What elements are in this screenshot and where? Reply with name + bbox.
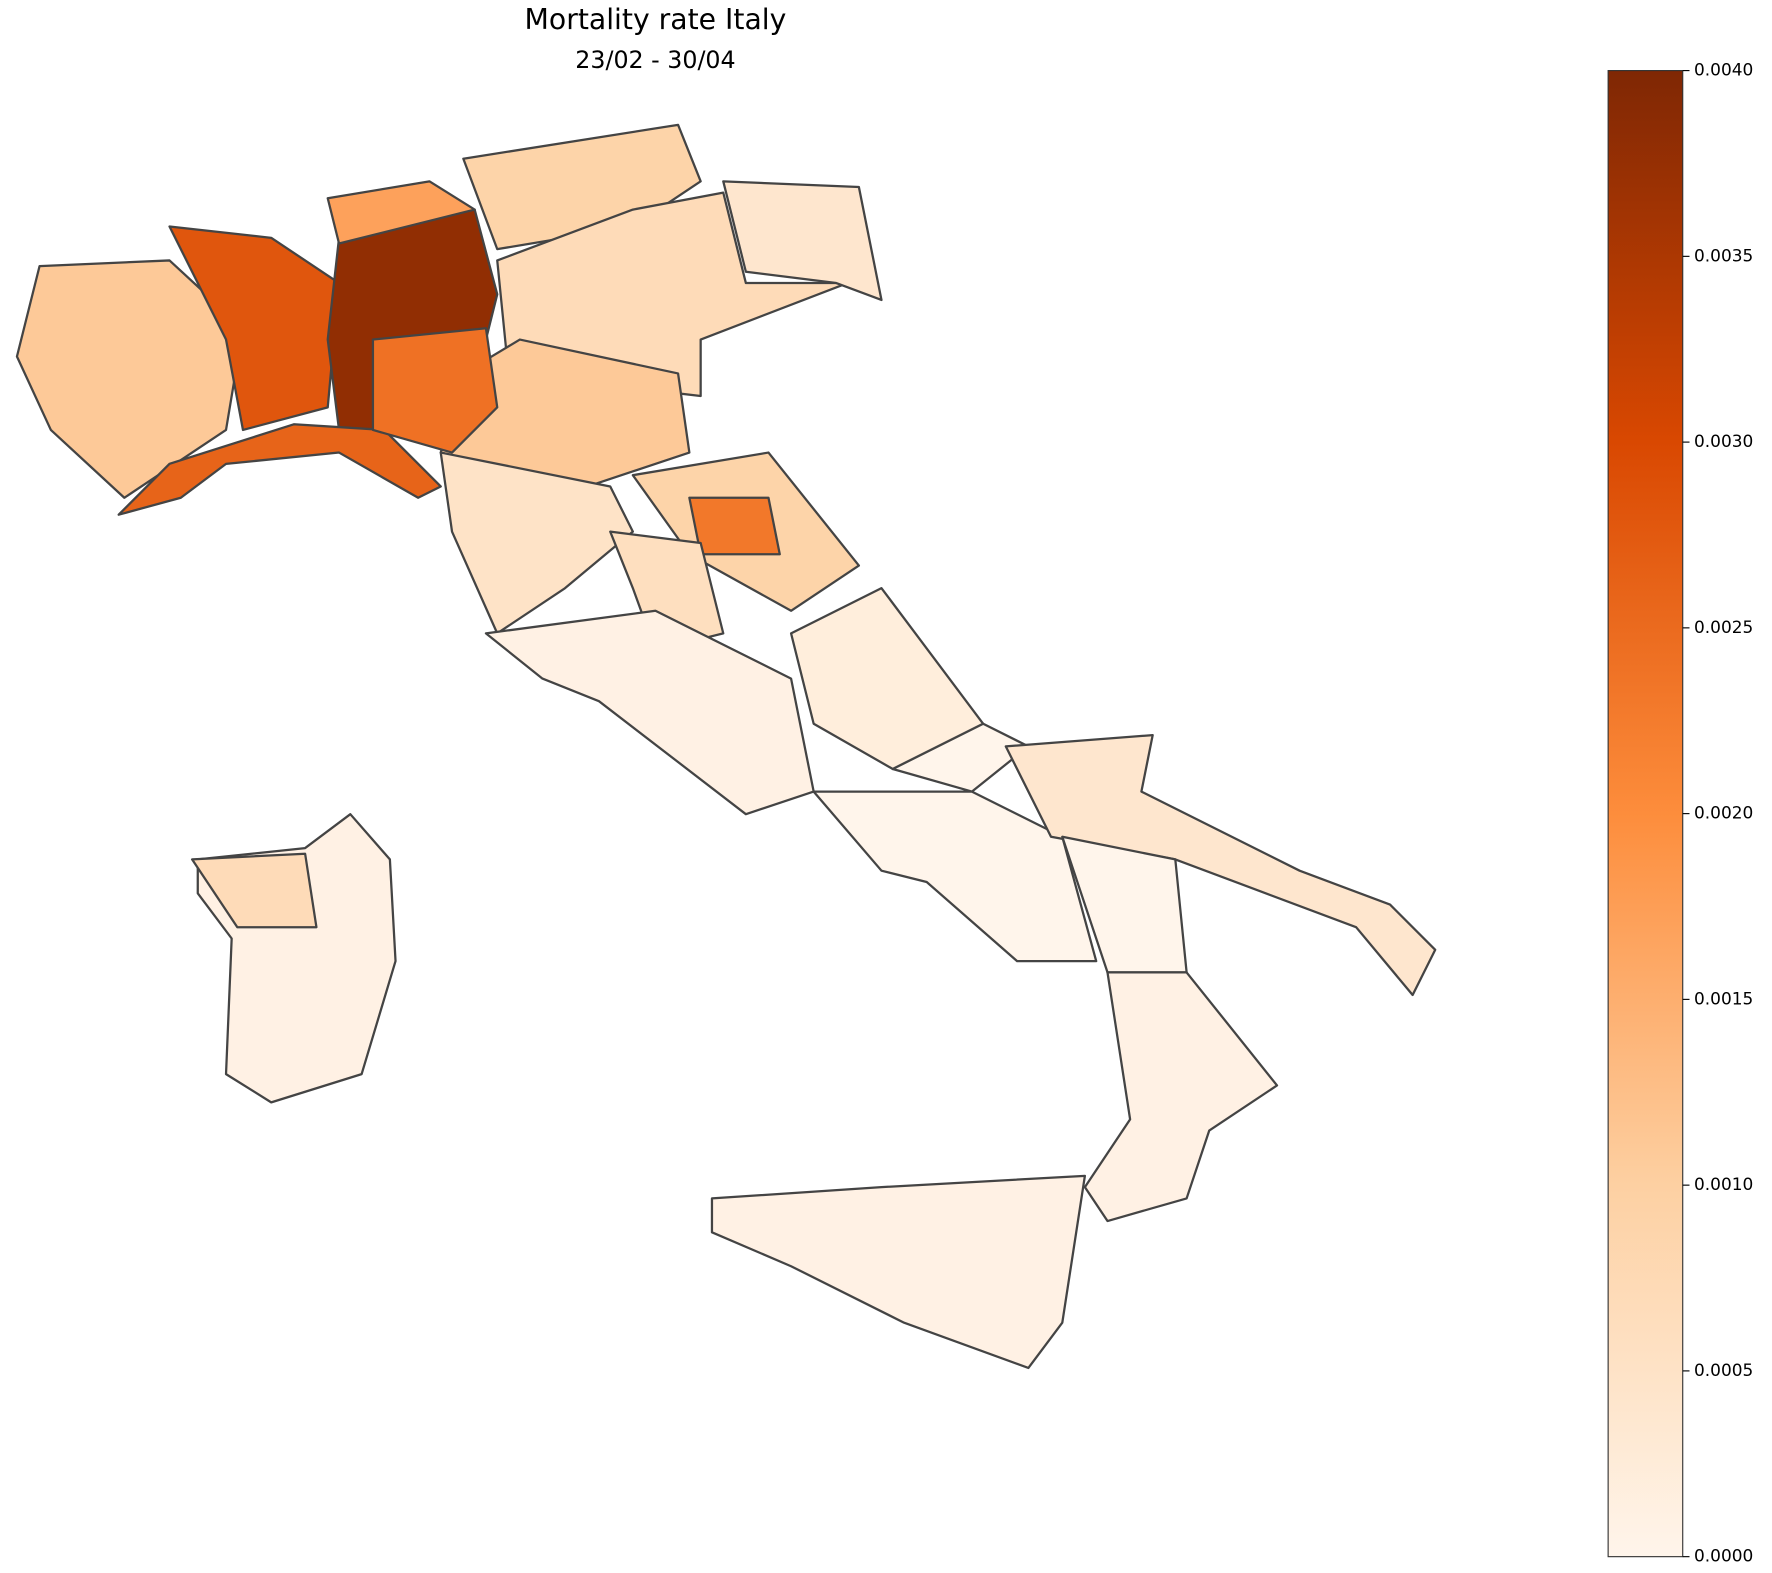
chart-subtitle: 23/02 - 30/04 (575, 46, 735, 74)
colorbar-tick-label: 0.0015 (1694, 988, 1753, 1008)
colorbar-tick-label: 0.0010 (1694, 1174, 1753, 1194)
region (812, 790, 1098, 963)
colorbar-tick-label: 0.0020 (1694, 803, 1753, 823)
region (1083, 971, 1279, 1223)
region (168, 225, 341, 432)
colorbar-tick-label: 0.0000 (1694, 1546, 1753, 1566)
region (117, 423, 442, 516)
region (371, 327, 499, 454)
colorbar-tick-label: 0.0025 (1694, 617, 1753, 637)
region (326, 180, 476, 245)
region (190, 852, 318, 929)
chart-title: Mortality rate Italy (525, 3, 787, 36)
region (710, 1174, 1087, 1370)
colorbar-tick-label: 0.0040 (1694, 60, 1753, 80)
region (484, 609, 815, 816)
colorbar-tick-label: 0.0005 (1694, 1360, 1753, 1380)
colorbar-tick-label: 0.0030 (1694, 431, 1753, 451)
region (722, 180, 883, 302)
colorbar-tick-label: 0.0035 (1694, 245, 1753, 265)
region (688, 496, 781, 556)
colorbar (1607, 70, 1684, 1558)
map (15, 123, 1437, 1370)
region (439, 451, 634, 635)
